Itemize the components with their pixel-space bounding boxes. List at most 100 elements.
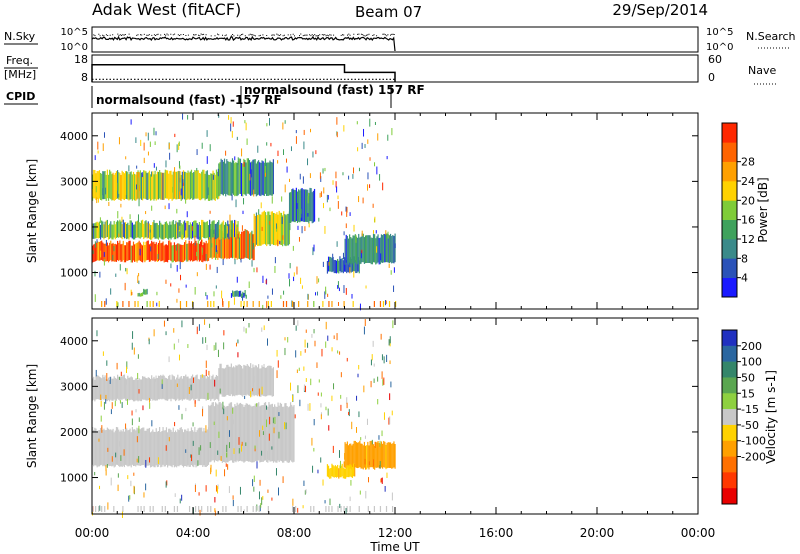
nave-tick-bottom: 0 [708,71,715,84]
range-time-cell [222,405,225,462]
speckle-cell [131,291,133,296]
range-time-cell [280,212,283,245]
range-time-cell [389,233,392,263]
scatter-speckle [92,113,397,311]
speckle-cell [133,485,135,494]
range-time-cell [117,240,119,261]
range-time-cell [206,429,208,467]
ground-scatter-cell [285,301,288,307]
speckle-cell [266,405,268,410]
scatter-region [288,187,316,224]
range-time-cell [293,189,295,223]
range-time-cell [197,170,199,199]
range-time-cell [118,376,120,400]
range-time-cell [144,430,146,467]
range-time-cell [178,243,180,262]
range-time-cell [189,243,191,262]
speckle-cell [386,354,388,363]
speckle-cell [305,378,307,382]
range-time-cell [216,403,218,462]
speckle-cell [131,410,133,416]
range-time-cell [213,406,216,463]
range-time-cell [190,169,193,199]
speckle-cell [262,304,264,309]
range-time-cell [101,220,103,238]
range-time-cell [291,404,293,462]
range-time-cell [94,379,96,402]
range-time-cell [120,244,122,262]
speckle-cell [313,447,315,452]
range-time-cell [259,162,261,196]
range-time-cell [126,428,128,466]
range-time-cell [195,170,197,199]
speckle-cell [235,342,237,347]
speckle-cell [356,426,358,433]
range-time-cell [128,429,130,467]
speckle-cell [321,348,323,357]
range-time-cell [342,260,344,274]
range-time-cell [111,430,113,467]
speckle-cell [307,196,309,204]
speckle-cell [214,379,216,387]
speckle-cell [282,476,284,484]
speckle-cell [277,360,279,368]
ground-scatter-cell [340,506,342,512]
range-time-cell [113,432,115,468]
range-time-cell [272,367,274,397]
range-time-cell [164,430,166,467]
range-time-cell [326,261,329,274]
speckle-cell [217,486,219,494]
range-time-cell [265,367,268,397]
speckle-cell [373,230,375,234]
range-time-cell [358,260,360,274]
range-time-cell [234,404,236,462]
range-time-cell [269,404,271,462]
speckle-cell [374,216,376,223]
ground-scatter-cell [343,506,345,512]
range-time-cell [163,224,165,240]
speckle-cell [199,509,201,516]
speckle-cell [105,465,107,472]
range-time-cell [243,364,245,395]
range-time-cell [264,402,267,461]
speckle-cell [125,156,127,160]
speckle-cell [358,364,360,370]
range-time-cell [221,407,223,463]
range-time-cell [366,445,368,470]
range-time-cell [354,440,356,468]
range-time-cell [165,378,168,401]
speckle-cell [311,437,313,446]
range-time-cell [106,242,108,261]
ground-scatter-cell [210,301,212,307]
speckle-cell [115,273,117,277]
range-time-cell [179,427,181,466]
speckle-cell [164,205,166,210]
x-tick-label: 00:00 [75,526,110,540]
range-time-cell [231,367,234,397]
speckle-cell [299,399,301,407]
range-time-cell [211,402,213,461]
power-panel-background [92,113,698,309]
speckle-cell [370,359,372,366]
range-time-cell [377,441,379,468]
speckle-cell [326,194,328,203]
speckle-cell [316,362,318,368]
range-time-cell [182,432,185,468]
ground-scatter-cell [185,301,188,307]
range-time-cell [109,429,111,467]
range-time-cell [206,243,208,262]
range-time-cell [254,365,256,396]
ground-scatter-cell [252,506,254,512]
speckle-cell [165,481,167,488]
speckle-cell [309,173,311,179]
speckle-cell [325,321,327,330]
ground-scatter-cell [282,301,285,307]
range-time-cell [237,364,239,395]
speckle-cell [130,289,132,296]
speckle-cell [138,272,140,277]
speckle-cell [364,144,366,148]
speckle-cell [129,214,131,220]
range-time-cell [186,172,188,200]
range-time-cell [286,213,288,246]
